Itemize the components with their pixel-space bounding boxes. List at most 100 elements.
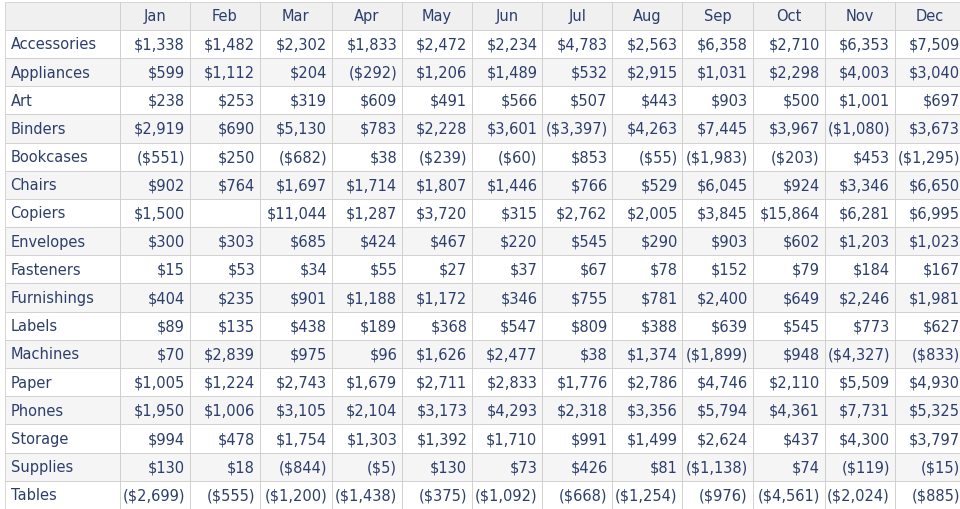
Text: ($15): ($15) — [921, 459, 960, 474]
Bar — [332, 453, 402, 481]
Text: ($668): ($668) — [559, 488, 608, 502]
Text: $5,325: $5,325 — [909, 403, 960, 418]
Bar — [260, 200, 332, 228]
Text: $37: $37 — [510, 262, 538, 277]
Text: $4,783: $4,783 — [557, 37, 608, 52]
Bar — [542, 87, 612, 115]
Text: $3,601: $3,601 — [487, 122, 538, 136]
Text: $7,445: $7,445 — [697, 122, 748, 136]
Bar — [120, 172, 190, 200]
Bar — [5, 31, 120, 59]
Bar — [542, 115, 612, 143]
Text: $773: $773 — [852, 319, 890, 333]
Text: $404: $404 — [148, 291, 185, 305]
Bar — [825, 59, 895, 87]
Bar — [120, 228, 190, 256]
Bar — [332, 481, 402, 509]
Bar — [753, 228, 825, 256]
Text: $438: $438 — [290, 319, 327, 333]
Bar — [542, 3, 612, 31]
Text: $300: $300 — [148, 234, 185, 249]
Text: $1,023: $1,023 — [909, 234, 960, 249]
Text: $991: $991 — [570, 431, 608, 446]
Bar — [190, 228, 260, 256]
Text: Paper: Paper — [11, 375, 52, 390]
Text: ($119): ($119) — [841, 459, 890, 474]
Bar — [612, 453, 683, 481]
Text: $507: $507 — [570, 94, 608, 108]
Bar — [5, 3, 120, 31]
Text: $6,045: $6,045 — [697, 178, 748, 193]
Text: $5,130: $5,130 — [276, 122, 327, 136]
Text: $901: $901 — [290, 291, 327, 305]
Text: $491: $491 — [430, 94, 468, 108]
Bar — [402, 3, 472, 31]
Text: $627: $627 — [923, 319, 960, 333]
Text: $70: $70 — [156, 347, 185, 362]
Text: $3,720: $3,720 — [416, 206, 468, 221]
Text: $27: $27 — [440, 262, 468, 277]
Text: Phones: Phones — [11, 403, 63, 418]
Bar — [683, 31, 753, 59]
Bar — [895, 340, 960, 369]
Text: Furnishings: Furnishings — [11, 291, 94, 305]
Text: $78: $78 — [650, 262, 678, 277]
Bar — [332, 369, 402, 397]
Bar — [683, 284, 753, 312]
Bar — [5, 228, 120, 256]
Text: $424: $424 — [360, 234, 397, 249]
Text: Aug: Aug — [633, 9, 661, 24]
Bar — [825, 31, 895, 59]
Text: $902: $902 — [148, 178, 185, 193]
Text: $975: $975 — [290, 347, 327, 362]
Text: Machines: Machines — [11, 347, 80, 362]
Bar — [332, 87, 402, 115]
Text: ($844): ($844) — [278, 459, 327, 474]
Bar — [542, 369, 612, 397]
Text: $235: $235 — [218, 291, 255, 305]
Text: $437: $437 — [782, 431, 820, 446]
Text: $2,477: $2,477 — [486, 347, 538, 362]
Text: ($1,438): ($1,438) — [335, 488, 397, 502]
Bar — [402, 481, 472, 509]
Text: ($1,200): ($1,200) — [264, 488, 327, 502]
Bar — [190, 31, 260, 59]
Bar — [895, 369, 960, 397]
Bar — [825, 228, 895, 256]
Text: $903: $903 — [710, 94, 748, 108]
Text: ($1,092): ($1,092) — [475, 488, 538, 502]
Bar — [542, 200, 612, 228]
Text: Jul: Jul — [568, 9, 587, 24]
Text: Appliances: Appliances — [11, 65, 90, 80]
Text: $15: $15 — [157, 262, 185, 277]
Text: $11,044: $11,044 — [267, 206, 327, 221]
Text: $2,762: $2,762 — [556, 206, 608, 221]
Bar — [190, 397, 260, 425]
Text: $5,509: $5,509 — [839, 375, 890, 390]
Bar — [402, 340, 472, 369]
Text: $764: $764 — [218, 178, 255, 193]
Bar — [332, 397, 402, 425]
Bar — [260, 228, 332, 256]
Text: $130: $130 — [430, 459, 468, 474]
Bar — [5, 115, 120, 143]
Text: $2,919: $2,919 — [133, 122, 185, 136]
Text: $2,710: $2,710 — [768, 37, 820, 52]
Text: $204: $204 — [290, 65, 327, 80]
Text: $690: $690 — [218, 122, 255, 136]
Text: $1,392: $1,392 — [417, 431, 468, 446]
Bar — [5, 87, 120, 115]
Bar — [895, 31, 960, 59]
Bar — [753, 200, 825, 228]
Text: $994: $994 — [148, 431, 185, 446]
Bar — [753, 312, 825, 340]
Text: Chairs: Chairs — [11, 178, 58, 193]
Bar — [332, 115, 402, 143]
Bar — [542, 59, 612, 87]
Bar — [402, 453, 472, 481]
Text: $250: $250 — [218, 150, 255, 165]
Bar — [402, 312, 472, 340]
Text: $7,509: $7,509 — [909, 37, 960, 52]
Bar — [5, 312, 120, 340]
Bar — [683, 369, 753, 397]
